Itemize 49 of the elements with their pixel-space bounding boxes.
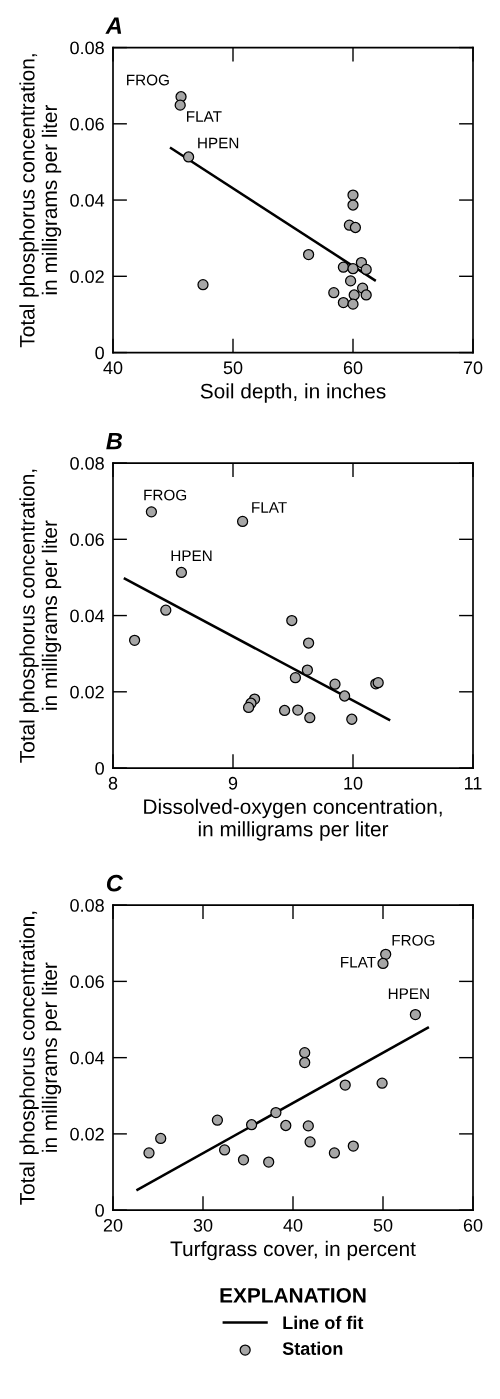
annotation: HPEN — [198, 137, 239, 149]
x-tick-label: 40 — [283, 1218, 303, 1232]
x-tick-label: 20 — [103, 1218, 123, 1232]
x-tick-label: 30 — [193, 1218, 213, 1232]
y-tick-label: 0.08 — [70, 899, 104, 912]
y-axis-title: Total phosphorus concentration, in milligrams per liter — [19, 54, 62, 348]
y-tick-label: 0 — [95, 761, 104, 775]
annotation: HPEN — [171, 550, 212, 561]
annotation: FLAT — [187, 111, 222, 122]
x-tick-label: 11 — [465, 777, 482, 790]
chart-title: C — [106, 874, 124, 892]
x-tick-label: 50 — [223, 361, 243, 375]
annotation: FROG — [144, 489, 187, 501]
y-tick-label: 0.08 — [70, 41, 104, 55]
x-tick-label: 50 — [373, 1218, 393, 1232]
x-tick-label: 40 — [103, 361, 123, 375]
annotation: FLAT — [252, 502, 287, 513]
y-tick-label: 0.04 — [70, 609, 105, 623]
x-axis-title: Soil depth, in inches — [200, 383, 386, 403]
x-tick-label: 8 — [108, 776, 118, 790]
x-tick-label: 9 — [228, 776, 238, 790]
y-axis-title: Total phosphorus concentration, in milligrams per liter — [19, 469, 62, 763]
chart-title: A — [105, 17, 122, 34]
x-tick-label: 60 — [343, 361, 363, 375]
annotation: FROG — [127, 74, 169, 86]
y-tick-label: 0.06 — [70, 975, 104, 989]
x-axis-title: Turfgrass cover, in percent — [170, 1240, 416, 1261]
y-tick-label: 0.02 — [70, 685, 104, 699]
legend-title: EXPLANATION — [220, 1287, 366, 1303]
annotation: FROG — [392, 934, 435, 946]
y-tick-label: 0.04 — [70, 193, 105, 207]
y-tick-label: 0.02 — [70, 1127, 104, 1141]
x-tick-label: 70 — [463, 361, 483, 375]
y-axis-title: Total phosphorus concentration, in milligrams per liter — [19, 911, 62, 1205]
y-tick-label: 0.08 — [70, 457, 104, 470]
legend-label: Station — [282, 1341, 343, 1355]
y-tick-label: 0.06 — [70, 117, 104, 131]
chart-title: B — [106, 432, 122, 450]
x-tick-label: 10 — [344, 776, 363, 790]
annotation: FLAT — [341, 956, 376, 968]
legend-label: Line of fit — [283, 1315, 364, 1330]
x-axis-title: Dissolved-oxygen concentration, in milligrams per liter — [144, 798, 442, 841]
y-tick-label: 0 — [95, 346, 104, 360]
y-tick-label: 0.02 — [70, 270, 104, 284]
annotation: HPEN — [388, 988, 429, 999]
y-tick-label: 0 — [95, 1204, 104, 1217]
y-tick-label: 0.06 — [70, 533, 104, 547]
x-tick-label: 60 — [463, 1218, 483, 1232]
y-tick-label: 0.04 — [70, 1051, 105, 1065]
